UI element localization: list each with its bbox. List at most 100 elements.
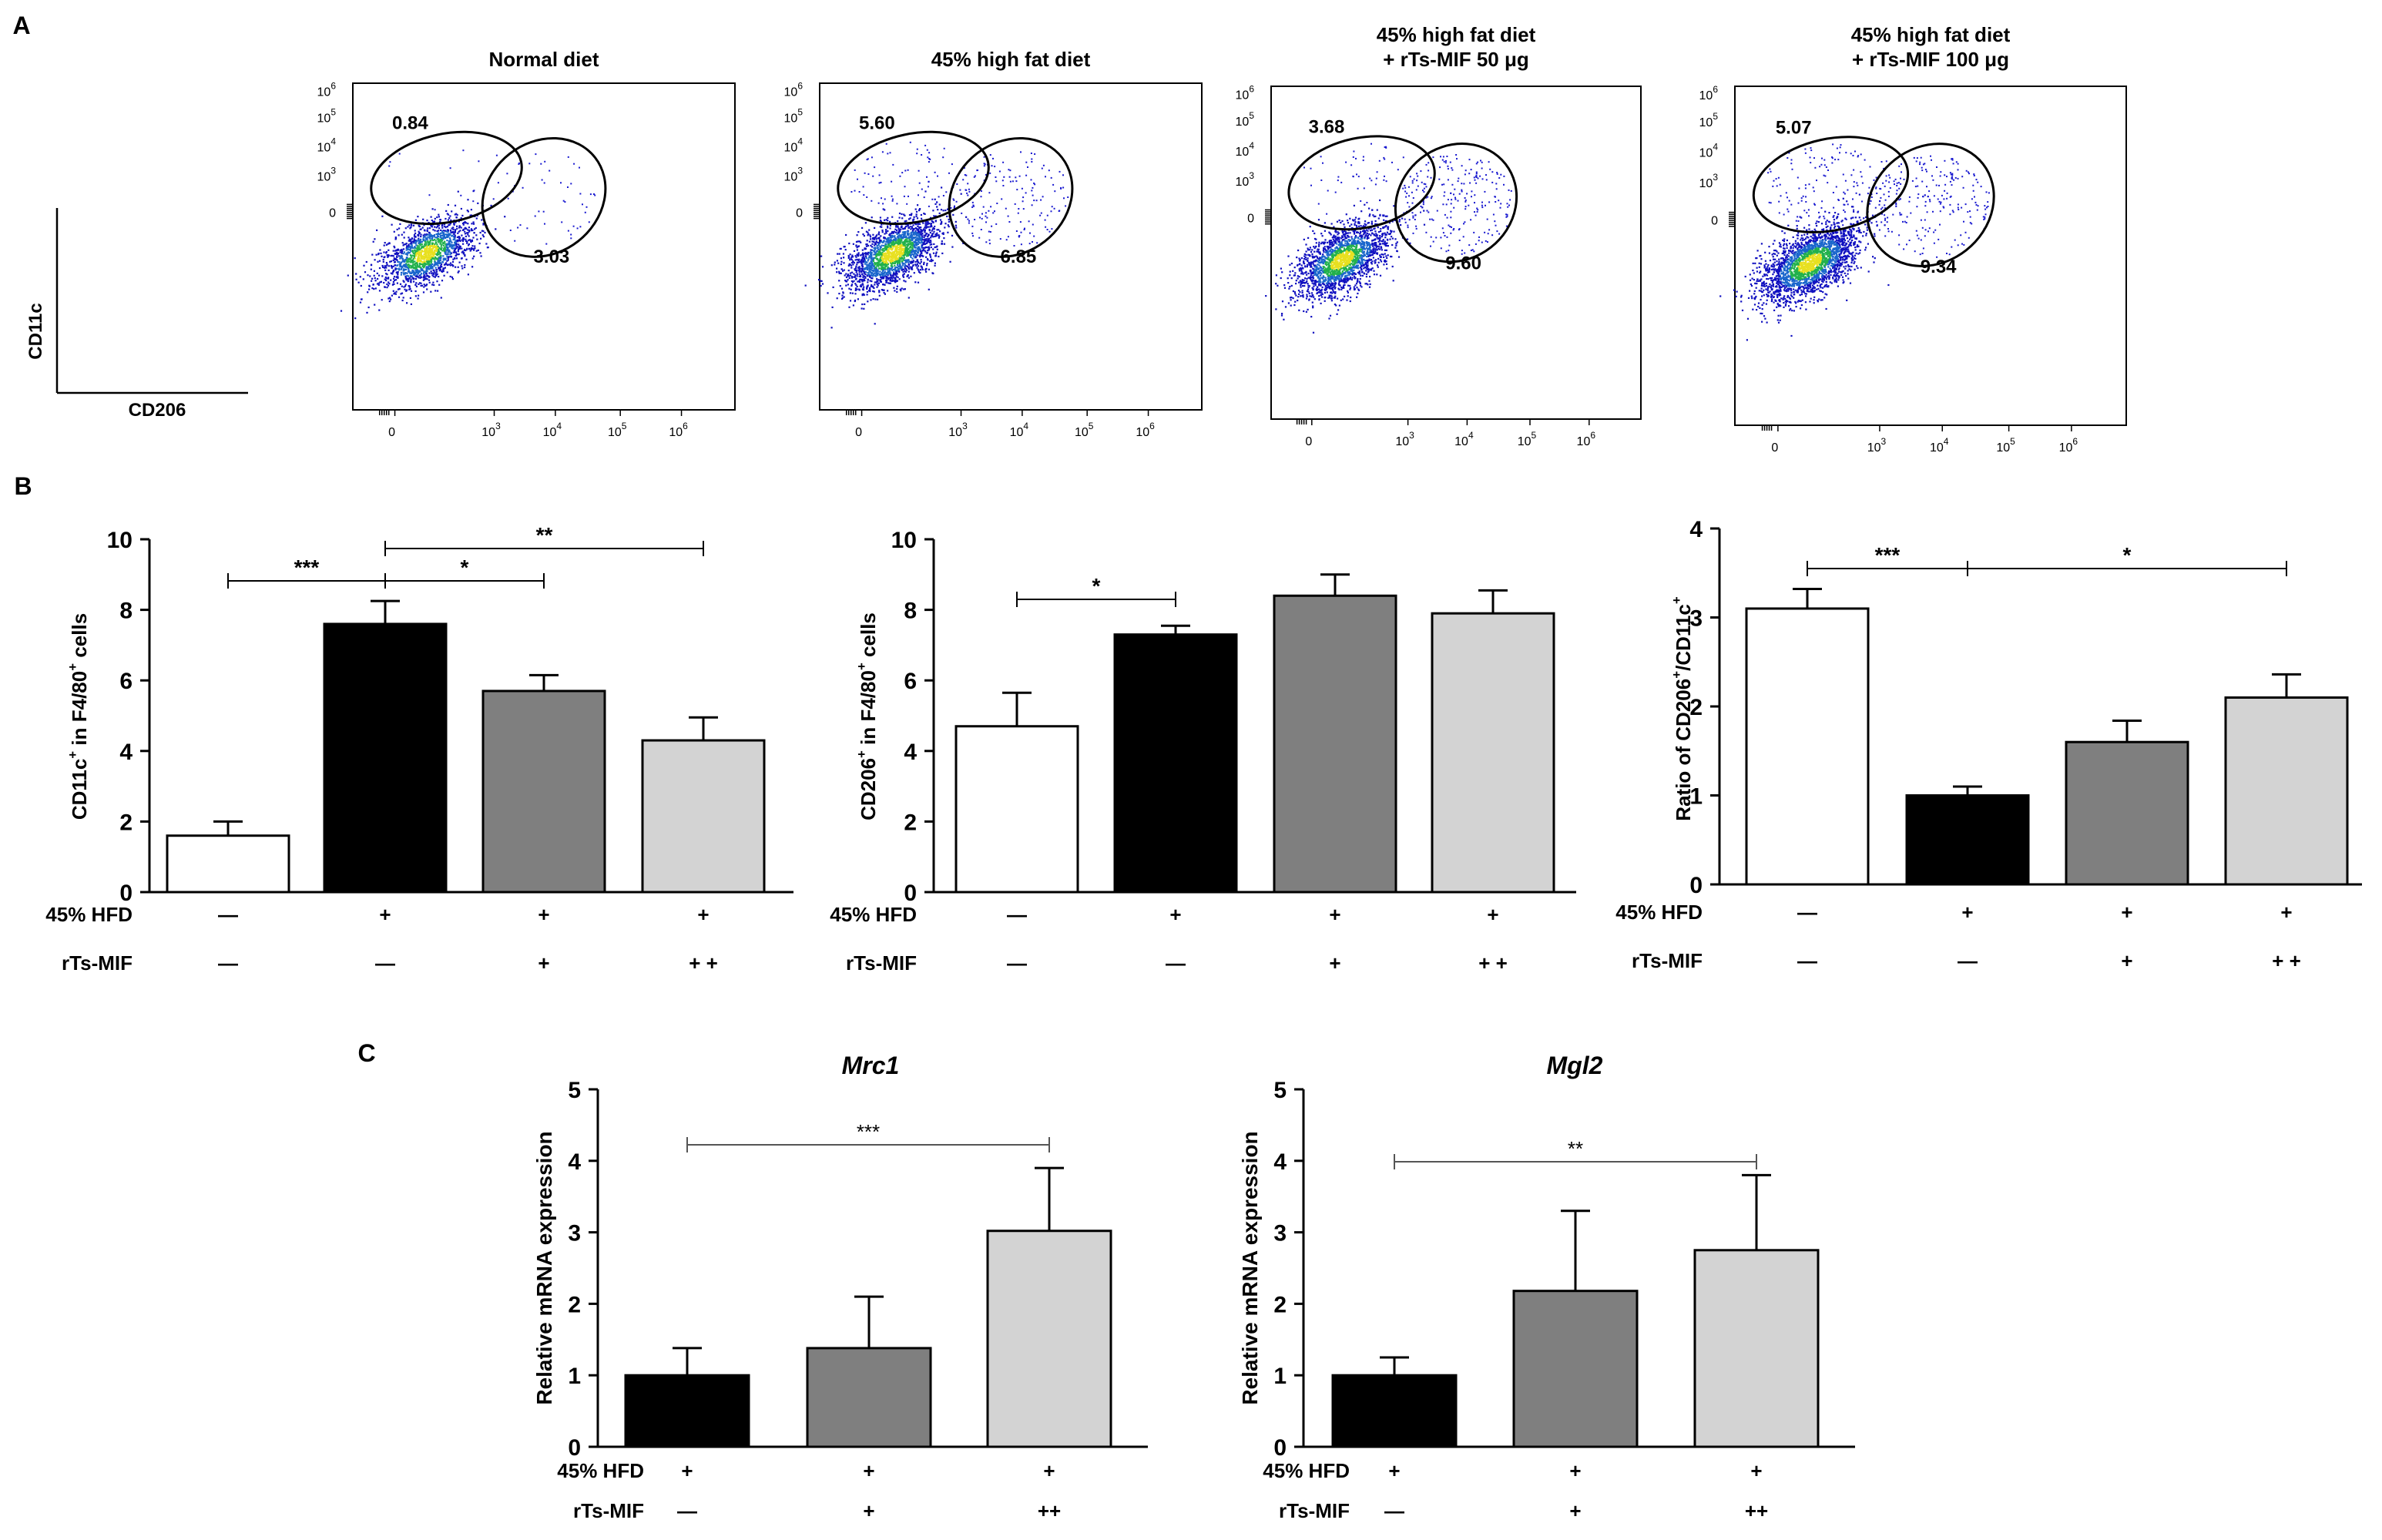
flow-dot — [1053, 207, 1055, 210]
flow-dot — [872, 237, 874, 239]
flow-dot — [423, 262, 425, 264]
flow-dot — [879, 253, 881, 256]
flow-dot — [455, 254, 458, 257]
flow-dot — [882, 247, 884, 250]
flow-dot — [899, 253, 901, 256]
flow-dot — [424, 237, 427, 240]
flow-dot — [387, 277, 390, 279]
flow-dot — [400, 254, 402, 257]
flow-dot — [922, 249, 924, 251]
flow-dot — [433, 220, 435, 223]
flow-dot — [424, 242, 427, 244]
flow-dot — [1341, 270, 1344, 273]
flow-dot — [534, 215, 536, 217]
flow-dot — [887, 258, 889, 260]
flow-dot — [858, 275, 861, 277]
flow-dot — [414, 240, 417, 243]
flow-dot — [1370, 234, 1372, 237]
flow-dot — [1323, 279, 1325, 281]
flow-dot — [874, 244, 876, 247]
flow-dot — [402, 248, 405, 250]
flow-dot — [378, 267, 381, 270]
flow-dot — [414, 219, 417, 221]
flow-dot — [992, 212, 995, 214]
flow-dot — [869, 288, 871, 290]
flow-dot — [867, 231, 869, 233]
flow-dot — [900, 240, 902, 242]
flow-dot — [938, 229, 940, 231]
flow-dot — [853, 250, 856, 252]
flow-dot — [924, 268, 928, 270]
flow-dot — [472, 200, 475, 203]
flow-dot — [423, 245, 425, 247]
flow-dot — [908, 239, 911, 241]
flow-dot — [397, 270, 399, 273]
flow-dot — [931, 225, 933, 227]
flow-dot — [1386, 238, 1389, 240]
flow-dot — [433, 245, 436, 247]
flow-dot — [410, 303, 412, 305]
flow-dot — [891, 198, 894, 200]
flow-dot — [1340, 267, 1342, 270]
flow-dot — [408, 237, 410, 239]
flow-dot — [567, 186, 569, 188]
flow-dot — [401, 233, 403, 236]
flow-dot — [870, 285, 872, 287]
flow-dot — [589, 193, 592, 196]
flow-dot — [916, 243, 918, 245]
flow-dot — [844, 280, 847, 282]
flow-dot — [408, 263, 410, 266]
flow-dot — [899, 236, 901, 238]
flow-dot — [906, 253, 908, 255]
flow-dot — [913, 237, 915, 239]
flow-dot — [1363, 267, 1365, 270]
flow-dot — [913, 250, 915, 252]
flow-dot — [885, 245, 887, 247]
flow-dot — [1309, 226, 1311, 228]
flow-dot — [431, 250, 433, 253]
flow-dot — [911, 260, 913, 263]
flow-dot — [852, 260, 854, 263]
flow-dot — [1376, 253, 1378, 255]
flow-dot — [458, 226, 461, 229]
flow-dot — [908, 297, 910, 299]
flow-dot — [1373, 270, 1375, 272]
flow-dot — [871, 259, 874, 261]
flow-dot — [1331, 272, 1334, 274]
flow-dot — [875, 235, 877, 237]
flow-dot — [456, 225, 458, 227]
flow-dot — [430, 216, 432, 218]
flow-dot — [1340, 257, 1343, 259]
flow-dot — [474, 247, 476, 250]
flow-dot — [475, 234, 478, 237]
flow-dot — [909, 217, 911, 220]
flow-dot — [895, 224, 897, 226]
flow-dot — [883, 253, 885, 256]
flow-dot — [482, 230, 485, 233]
flow-dot — [877, 250, 879, 253]
flow-dot — [416, 263, 418, 265]
flow-dot — [885, 243, 887, 246]
flow-dot — [904, 227, 906, 230]
flow-dot — [883, 247, 886, 250]
flow-dot — [897, 239, 899, 241]
flow-dot — [934, 203, 937, 205]
flow-dot — [843, 246, 845, 248]
flow-dot — [885, 259, 887, 261]
flow-dot — [898, 268, 901, 270]
flow-dot — [418, 266, 420, 268]
flow-dot — [1310, 272, 1313, 275]
flow-dot — [471, 223, 473, 225]
flow-dot — [853, 273, 855, 275]
flow-dot — [841, 294, 844, 297]
flow-dot — [526, 227, 528, 230]
flow-dot — [436, 230, 438, 233]
flow-dot — [1384, 232, 1386, 234]
flow-dot — [904, 248, 907, 250]
flow-dot — [1312, 277, 1315, 280]
flow-dot — [929, 260, 931, 262]
flow-dot — [904, 253, 907, 255]
flow-dot — [847, 264, 850, 267]
flow-dot — [443, 263, 446, 266]
flow-dot — [1327, 262, 1330, 264]
